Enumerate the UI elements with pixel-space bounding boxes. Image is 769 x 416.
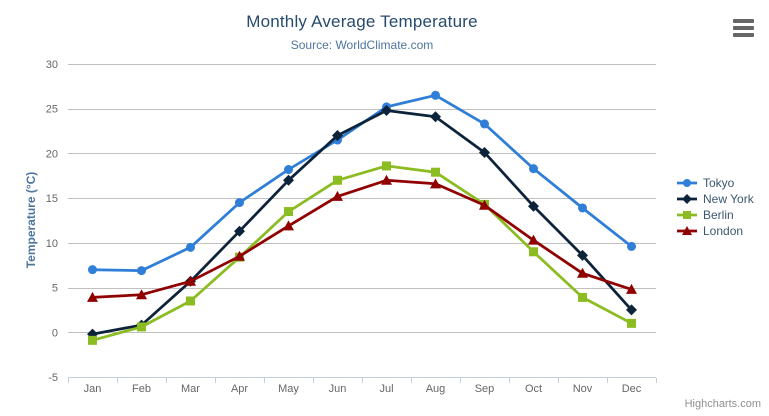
x-axis-label: Jun bbox=[329, 383, 347, 395]
x-axis-label: Feb bbox=[132, 383, 151, 395]
data-point-tokyo[interactable] bbox=[186, 242, 195, 252]
y-axis-label: -5 bbox=[48, 372, 58, 384]
data-point-tokyo[interactable] bbox=[137, 266, 146, 276]
data-point-new-york[interactable] bbox=[283, 174, 294, 186]
burger-bar bbox=[733, 26, 754, 30]
data-point-berlin[interactable] bbox=[578, 292, 587, 302]
x-axis-label: Nov bbox=[573, 383, 593, 395]
x-axis-label: Jul bbox=[379, 383, 393, 395]
x-axis-label: Sep bbox=[475, 383, 495, 395]
chart-title: Monthly Average Temperature bbox=[246, 12, 478, 31]
chart-subtitle: Source: WorldClimate.com bbox=[290, 38, 434, 52]
x-axis-label: Mar bbox=[181, 383, 200, 395]
legend-item-tokyo[interactable]: Tokyo bbox=[677, 176, 754, 190]
data-point-new-york[interactable] bbox=[626, 304, 637, 316]
data-point-london-legend[interactable] bbox=[682, 226, 692, 235]
data-point-tokyo[interactable] bbox=[529, 164, 538, 174]
x-axis-label: Apr bbox=[231, 383, 248, 395]
y-axis-label: 20 bbox=[46, 148, 58, 160]
square-marker-icon bbox=[677, 211, 697, 219]
data-point-berlin[interactable] bbox=[333, 175, 342, 185]
y-axis-label: 30 bbox=[46, 59, 58, 71]
series-tokyo bbox=[88, 90, 636, 276]
data-point-berlin[interactable] bbox=[88, 335, 97, 345]
data-point-new-york-legend[interactable] bbox=[682, 194, 692, 204]
series-line-london bbox=[91, 178, 633, 299]
data-point-new-york[interactable] bbox=[430, 111, 441, 123]
series-new-york bbox=[87, 105, 637, 340]
data-point-berlin[interactable] bbox=[284, 207, 293, 217]
data-point-tokyo[interactable] bbox=[480, 119, 489, 129]
y-axis-label: 10 bbox=[46, 238, 58, 250]
data-point-tokyo[interactable] bbox=[235, 198, 244, 208]
hamburger-icon[interactable] bbox=[733, 19, 754, 38]
triangle-marker-icon bbox=[677, 226, 697, 235]
series-line-new-york bbox=[91, 109, 633, 336]
data-point-berlin[interactable] bbox=[382, 161, 391, 171]
series-line-berlin bbox=[91, 164, 633, 342]
data-point-berlin-legend[interactable] bbox=[683, 211, 691, 219]
legend: Tokyo New York Berlin London bbox=[677, 176, 754, 241]
x-axis-label: May bbox=[278, 383, 299, 395]
legend-item-new-york[interactable]: New York bbox=[677, 192, 754, 206]
data-point-london[interactable] bbox=[234, 250, 245, 261]
data-point-london[interactable] bbox=[430, 178, 441, 189]
y-axis-title: Temperature (°C) bbox=[24, 171, 38, 269]
legend-label: Tokyo bbox=[703, 176, 735, 190]
data-point-london[interactable] bbox=[577, 267, 588, 278]
data-point-new-york[interactable] bbox=[234, 225, 245, 237]
data-point-new-york[interactable] bbox=[479, 147, 490, 159]
burger-bar bbox=[733, 33, 754, 37]
x-axis-label: Oct bbox=[525, 383, 542, 395]
data-point-tokyo[interactable] bbox=[578, 203, 587, 213]
data-point-london[interactable] bbox=[87, 291, 98, 302]
data-point-berlin[interactable] bbox=[431, 167, 440, 177]
x-axis-label: Jan bbox=[84, 383, 102, 395]
diamond-marker-icon bbox=[677, 194, 697, 204]
data-point-new-york[interactable] bbox=[528, 200, 539, 212]
data-point-berlin[interactable] bbox=[627, 318, 636, 328]
data-point-berlin[interactable] bbox=[529, 247, 538, 257]
y-axis-label: 5 bbox=[52, 283, 58, 295]
data-point-tokyo[interactable] bbox=[627, 241, 636, 251]
legend-item-berlin[interactable]: Berlin bbox=[677, 208, 754, 222]
data-point-london[interactable] bbox=[136, 289, 147, 300]
data-point-tokyo[interactable] bbox=[88, 265, 97, 275]
legend-item-london[interactable]: London bbox=[677, 224, 754, 238]
legend-label: London bbox=[703, 224, 744, 238]
data-point-new-york[interactable] bbox=[381, 105, 392, 117]
data-point-berlin[interactable] bbox=[186, 296, 195, 306]
y-axis-label: 0 bbox=[52, 327, 58, 339]
x-axis-label: Dec bbox=[622, 383, 642, 395]
data-point-tokyo[interactable] bbox=[284, 165, 293, 175]
y-axis-label: 15 bbox=[46, 193, 58, 205]
data-point-london[interactable] bbox=[479, 199, 490, 210]
data-point-london[interactable] bbox=[332, 190, 343, 201]
burger-bar bbox=[733, 19, 754, 23]
y-axis-label: 25 bbox=[46, 104, 58, 116]
data-point-new-york[interactable] bbox=[332, 130, 343, 142]
data-point-london[interactable] bbox=[381, 174, 392, 185]
data-point-london[interactable] bbox=[283, 220, 294, 231]
data-point-berlin[interactable] bbox=[137, 322, 146, 332]
data-point-tokyo[interactable] bbox=[431, 90, 440, 100]
credits-link[interactable]: Highcharts.com bbox=[684, 398, 761, 410]
data-point-london[interactable] bbox=[185, 275, 196, 286]
legend-label: New York bbox=[703, 192, 754, 206]
series-london bbox=[87, 174, 637, 302]
data-point-new-york[interactable] bbox=[577, 249, 588, 261]
data-point-london[interactable] bbox=[528, 234, 539, 245]
x-axis-label: Aug bbox=[426, 383, 446, 395]
legend-label: Berlin bbox=[703, 208, 734, 222]
circle-marker-icon bbox=[677, 179, 697, 187]
data-point-tokyo-legend[interactable] bbox=[683, 179, 691, 187]
data-point-london[interactable] bbox=[626, 283, 637, 294]
